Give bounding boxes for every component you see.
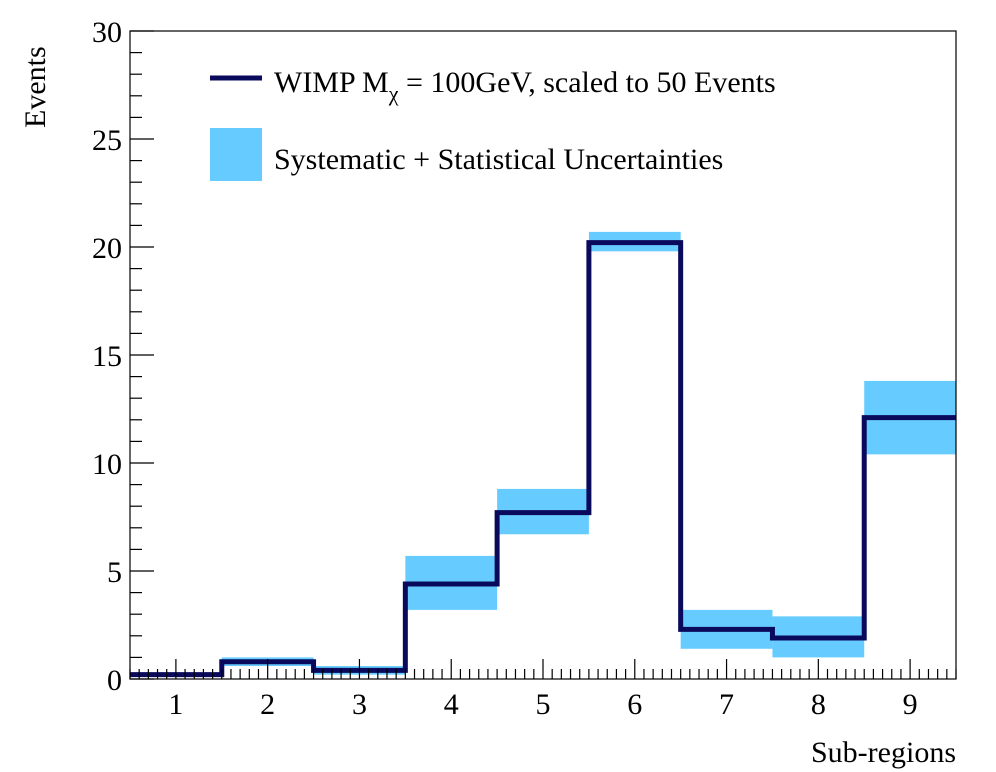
y-tick-label: 15 <box>92 340 122 373</box>
y-tick-label: 0 <box>107 664 122 697</box>
y-tick-label: 25 <box>92 124 122 157</box>
wimp-step-line <box>130 240 956 678</box>
x-tick-label: 6 <box>627 688 642 721</box>
x-tick-label: 3 <box>352 688 367 721</box>
uncertainty-bands <box>130 231 956 677</box>
y-tick-label: 20 <box>92 232 122 265</box>
legend-series-1-rest: = 100GeV, scaled to 50 Events <box>399 66 776 99</box>
x-tick-label: 5 <box>536 688 551 721</box>
legend-series-2-label: Systematic + Statistical Uncertainties <box>274 143 723 176</box>
x-tick-label: 1 <box>168 688 183 721</box>
y-tick-label: 5 <box>107 556 122 589</box>
x-tick-label: 7 <box>719 688 734 721</box>
x-tick-label: 4 <box>444 688 459 721</box>
y-tick-label: 30 <box>92 16 122 49</box>
legend: WIMP Mχ = 100GeV, scaled to 50 Events Sy… <box>210 66 776 181</box>
x-tick-label: 9 <box>903 688 918 721</box>
axis-ticks <box>129 30 957 680</box>
tick-labels: 0 5 10 15 20 25 30 1 2 3 4 5 6 7 8 9 <box>92 16 918 721</box>
legend-series-1-subscript: χ <box>388 81 399 106</box>
x-tick-label: 2 <box>260 688 275 721</box>
legend-band-swatch <box>210 128 262 181</box>
x-axis-title: Sub-regions <box>811 736 956 769</box>
x-tick-label: 8 <box>811 688 826 721</box>
y-axis-title: Events <box>19 46 52 128</box>
legend-series-1-main: WIMP M <box>274 66 389 99</box>
y-tick-label: 10 <box>92 448 122 481</box>
legend-series-1-label: WIMP Mχ = 100GeV, scaled to 50 Events <box>274 66 776 106</box>
